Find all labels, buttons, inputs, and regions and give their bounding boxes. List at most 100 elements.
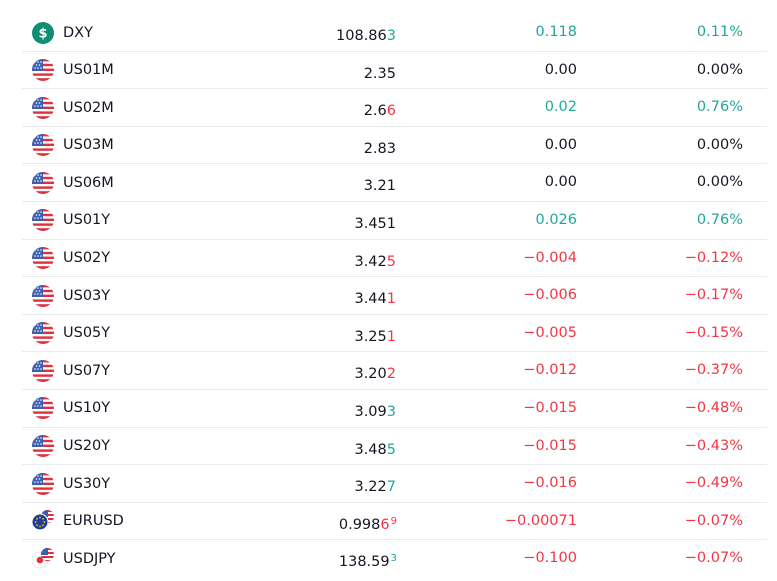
- svg-text:$: $: [38, 26, 47, 41]
- watchlist-row-us02m[interactable]: US02M 2.66 0.02 0.76%: [22, 89, 767, 127]
- change-percent: −0.43%: [684, 437, 743, 454]
- last-price-main: 3.42: [354, 253, 387, 270]
- symbol-cell[interactable]: US10Y: [32, 390, 232, 427]
- change-value: −0.005: [523, 324, 577, 341]
- us-flag-icon: [32, 284, 54, 307]
- dollar-badge-icon: $: [32, 21, 54, 44]
- symbol-cell[interactable]: US01M: [32, 52, 232, 89]
- last-price: 3.227: [247, 465, 397, 502]
- change-value: 0.00: [544, 136, 577, 153]
- watchlist-row-us06m[interactable]: US06M 3.21 0.00 0.00%: [22, 164, 767, 202]
- last-price-tick: 3: [386, 28, 396, 44]
- last-price-tick: 5: [386, 253, 396, 270]
- symbol-cell[interactable]: US03M: [32, 127, 232, 164]
- symbol-label: US03Y: [63, 287, 111, 304]
- us-flag-icon: [32, 209, 54, 232]
- last-price-main: 3.22: [354, 479, 387, 496]
- watchlist-row-us07y[interactable]: US07Y 3.202 −0.012 −0.37%: [22, 352, 767, 390]
- last-price: 3.251: [247, 315, 397, 352]
- last-price-main: 3.09: [354, 403, 387, 420]
- symbol-label: US07Y: [63, 362, 111, 379]
- change-percent: −0.48%: [684, 399, 743, 416]
- symbol-cell[interactable]: US02M: [32, 89, 232, 126]
- change-value: −0.012: [523, 362, 577, 379]
- symbol-cell[interactable]: US07Y: [32, 352, 232, 389]
- last-price-tick: 2: [386, 366, 396, 383]
- last-price-main: 0.998: [338, 516, 381, 533]
- us-flag-icon: [32, 96, 54, 119]
- watchlist-row-us03m[interactable]: US03M 2.83 0.00 0.00%: [22, 127, 767, 165]
- symbol-cell[interactable]: US05Y: [32, 315, 232, 352]
- last-price-main: 3.451: [354, 215, 396, 232]
- watchlist-row-us01y[interactable]: US01Y 3.451 0.026 0.76%: [22, 202, 767, 240]
- watchlist-row-dxy[interactable]: $ DXY 108.863 0.118 0.11%: [22, 14, 767, 52]
- watchlist-row-us10y[interactable]: US10Y 3.093 −0.015 −0.48%: [22, 390, 767, 428]
- change-value: −0.015: [523, 399, 577, 416]
- symbol-cell[interactable]: EURUSD: [32, 503, 232, 540]
- change-value: 0.02: [544, 99, 577, 116]
- symbol-label: US10Y: [63, 400, 111, 417]
- change-value: 0.00: [544, 174, 577, 191]
- watchlist-row-us30y[interactable]: US30Y 3.227 −0.016 −0.49%: [22, 465, 767, 503]
- change-percent: 0.11%: [696, 24, 743, 40]
- symbol-cell[interactable]: USDJPY: [32, 540, 232, 577]
- us-flag-icon: [32, 171, 54, 194]
- last-price: 2.66: [247, 89, 397, 126]
- watchlist-row-eurusd[interactable]: EURUSD 0.99869 −0.00071 −0.07%: [22, 503, 767, 541]
- watchlist-row-us01m[interactable]: US01M 2.35 0.00 0.00%: [22, 52, 767, 90]
- us-flag-icon: [32, 472, 54, 495]
- last-price: 2.83: [247, 127, 397, 164]
- change-value: −0.016: [523, 475, 577, 492]
- last-price: 3.202: [247, 352, 397, 389]
- symbol-cell[interactable]: $ DXY: [32, 14, 232, 51]
- symbol-cell[interactable]: US02Y: [32, 240, 232, 277]
- us-flag-icon: [32, 322, 54, 345]
- last-price-main: 2.35: [363, 65, 396, 82]
- symbol-label: US05Y: [63, 325, 111, 342]
- last-price: 3.441: [247, 277, 397, 314]
- watchlist: $ DXY 108.863 0.118 0.11% US01M 2.35 0.00 0.00% U…: [22, 14, 767, 578]
- symbol-cell[interactable]: US20Y: [32, 428, 232, 465]
- change-percent: −0.07%: [684, 550, 743, 567]
- eu-us-flag-icon: [32, 510, 54, 532]
- symbol-label: US02M: [63, 99, 114, 116]
- last-price-main: 2.83: [363, 140, 396, 157]
- symbol-label: US06M: [63, 174, 114, 191]
- last-price-sup: 9: [390, 515, 397, 527]
- watchlist-row-us02y[interactable]: US02Y 3.425 −0.004 −0.12%: [22, 240, 767, 278]
- last-price-tick: 5: [386, 441, 396, 458]
- last-price: 3.451: [247, 202, 397, 239]
- last-price-main: 138.59: [338, 554, 390, 571]
- change-percent: −0.15%: [684, 324, 743, 341]
- change-percent: −0.37%: [684, 362, 743, 379]
- symbol-cell[interactable]: US03Y: [32, 277, 232, 314]
- symbol-label: US01Y: [63, 212, 111, 229]
- us-flag-icon: [32, 247, 54, 270]
- symbol-label: US30Y: [63, 475, 111, 492]
- watchlist-row-us05y[interactable]: US05Y 3.251 −0.005 −0.15%: [22, 315, 767, 353]
- last-price: 3.21: [247, 164, 397, 201]
- last-price: 3.485: [247, 428, 397, 465]
- change-percent: −0.49%: [684, 475, 743, 492]
- watchlist-row-usdjpy[interactable]: USDJPY 138.593 −0.100 −0.07%: [22, 540, 767, 578]
- last-price: 0.99869: [247, 503, 397, 540]
- last-price-main: 3.25: [354, 328, 387, 345]
- last-price: 108.863: [247, 14, 397, 51]
- last-price: 2.35: [247, 52, 397, 89]
- change-percent: −0.07%: [684, 512, 743, 529]
- symbol-cell[interactable]: US30Y: [32, 465, 232, 502]
- change-percent: 0.00%: [696, 136, 743, 153]
- last-price-main: 3.44: [354, 291, 387, 308]
- last-price-tick: 1: [386, 291, 396, 308]
- last-price-main: 108.86: [336, 28, 387, 44]
- symbol-label: USDJPY: [63, 550, 116, 567]
- us-flag-icon: [32, 435, 54, 458]
- watchlist-row-us03y[interactable]: US03Y 3.441 −0.006 −0.17%: [22, 277, 767, 315]
- watchlist-row-us20y[interactable]: US20Y 3.485 −0.015 −0.43%: [22, 428, 767, 466]
- symbol-label: US03M: [63, 137, 114, 154]
- symbol-cell[interactable]: US01Y: [32, 202, 232, 239]
- symbol-cell[interactable]: US06M: [32, 164, 232, 201]
- last-price-tick: 6: [380, 516, 390, 533]
- last-price-tick: 6: [386, 103, 396, 120]
- last-price-main: 3.48: [354, 441, 387, 458]
